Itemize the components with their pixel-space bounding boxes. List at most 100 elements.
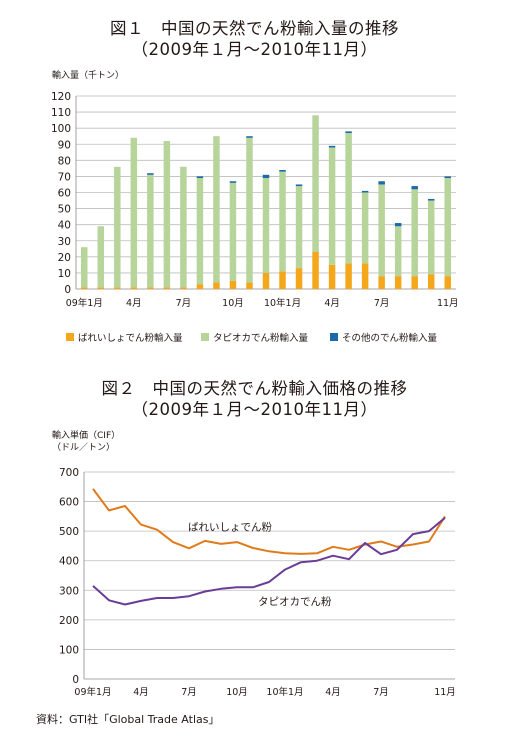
legend-swatch-potato bbox=[66, 333, 74, 341]
chart1-xtick-label: 10月 bbox=[222, 298, 244, 309]
bar-potato bbox=[378, 276, 385, 289]
bar-tapioca bbox=[196, 178, 204, 285]
legend-label-potato: ばれいしょでん粉輸入量 bbox=[78, 333, 183, 344]
chart2-title-line1: 図２ 中国の天然でん粉輸入価格の推移 bbox=[101, 379, 408, 398]
bar-other bbox=[444, 176, 451, 179]
chart1-xtick-label: 09年1月 bbox=[66, 297, 103, 309]
bar-tapioca bbox=[279, 171, 286, 272]
bar-potato bbox=[147, 287, 154, 289]
chart1-ytick-label: 0 bbox=[64, 284, 71, 296]
chart1-title-line1: 図１ 中国の天然でん粉輸入量の推移 bbox=[110, 19, 399, 38]
bar-tapioca bbox=[163, 141, 171, 288]
source-note: 資料：GTI社「Global Trade Atlas」 bbox=[36, 713, 220, 726]
chart2-xtick-label: 09年1月 bbox=[74, 686, 111, 698]
chart1-ytick-label: 50 bbox=[58, 204, 71, 216]
chart1-ytick-label: 80 bbox=[58, 155, 71, 167]
chart2-ytick-label: 0 bbox=[72, 674, 79, 686]
bar-tapioca bbox=[295, 186, 303, 269]
chart1-xtick-label: 11月 bbox=[437, 298, 459, 309]
chart2-ytick-label: 400 bbox=[59, 556, 79, 568]
chart2-ytick-label: 600 bbox=[59, 497, 79, 509]
legend-label-other: その他のでん粉輸入量 bbox=[342, 333, 438, 344]
chart1-xtick-label: 7月 bbox=[374, 298, 390, 309]
bar-tapioca bbox=[97, 226, 105, 288]
bar-other bbox=[394, 223, 402, 227]
bar-tapioca bbox=[180, 166, 187, 288]
chart1-ytick-label: 110 bbox=[51, 107, 71, 119]
bar-potato bbox=[295, 268, 303, 289]
bar-other bbox=[229, 181, 237, 183]
chart1-ytick-label: 100 bbox=[51, 123, 71, 135]
bar-potato bbox=[411, 276, 418, 289]
bar-tapioca bbox=[444, 178, 451, 277]
chart2-xtick-label: 7月 bbox=[181, 687, 197, 698]
chart1-ytick-label: 40 bbox=[58, 220, 71, 232]
line-tapioca bbox=[92, 517, 446, 606]
bar-potato bbox=[394, 276, 402, 289]
bar-potato bbox=[114, 287, 121, 289]
bar-potato bbox=[180, 287, 187, 289]
chart1-ytick-label: 30 bbox=[58, 236, 71, 248]
chart1-ytick-label: 120 bbox=[51, 91, 71, 103]
bar-tapioca bbox=[345, 132, 352, 264]
bar-other bbox=[147, 173, 154, 175]
chart1-xtick-label: 4月 bbox=[324, 298, 340, 309]
chart2-xtick-label: 4月 bbox=[133, 687, 149, 698]
chart2-xtick-label: 4月 bbox=[325, 687, 341, 698]
chart2-ytick-label: 300 bbox=[59, 585, 79, 597]
bar-other bbox=[262, 174, 270, 179]
chart1-ytick-label: 60 bbox=[58, 188, 71, 200]
chart1-xtick-label: 7月 bbox=[176, 298, 192, 309]
chart1-unit-label: 輸入量（千トン） bbox=[52, 71, 125, 81]
chart2-xtick-label: 7月 bbox=[373, 687, 389, 698]
bar-tapioca bbox=[411, 189, 418, 277]
chart2-ytick-label: 700 bbox=[59, 467, 79, 479]
series-label-potato: ばれいしょでん粉 bbox=[188, 521, 272, 534]
line-potato bbox=[92, 488, 446, 555]
bar-potato bbox=[229, 280, 237, 289]
bar-other bbox=[295, 184, 303, 187]
bar-potato bbox=[213, 282, 220, 289]
chart2-xtick-label: 11月 bbox=[434, 687, 456, 698]
chart2-ytick-label: 100 bbox=[59, 644, 79, 656]
bar-other bbox=[246, 136, 253, 138]
bar-potato bbox=[81, 287, 88, 289]
bar-tapioca bbox=[81, 247, 88, 288]
chart1-title: 図１ 中国の天然でん粉輸入量の推移 （2009年１月～2010年11月） bbox=[0, 18, 509, 60]
bar-potato bbox=[427, 274, 435, 289]
bar-tapioca bbox=[246, 137, 253, 283]
bar-other bbox=[361, 190, 369, 193]
chart2-unit-line2: （ドル／トン） bbox=[52, 443, 116, 453]
bar-other bbox=[345, 131, 352, 133]
bar-potato bbox=[328, 264, 336, 289]
chart1-title-line2: （2009年１月～2010年11月） bbox=[131, 40, 378, 59]
chart2-unit-label: 輸入単価（CIF） （ドル／トン） bbox=[52, 430, 120, 454]
chart1-ytick-label: 70 bbox=[58, 171, 71, 183]
bar-potato bbox=[163, 287, 171, 289]
chart2-xtick-label: 10年1月 bbox=[266, 686, 303, 698]
legend-label-tapioca: タピオカでん粉輸入量 bbox=[213, 333, 309, 344]
bar-potato bbox=[361, 263, 369, 289]
chart2-ytick-label: 200 bbox=[59, 615, 79, 627]
bar-other bbox=[427, 198, 435, 201]
bar-potato bbox=[246, 282, 253, 289]
chart2-title: 図２ 中国の天然でん粉輸入価格の推移 （2009年１月～2010年11月） bbox=[0, 378, 509, 420]
bar-tapioca bbox=[361, 192, 369, 264]
bar-other bbox=[279, 169, 286, 172]
chart1-xtick-label: 10年1月 bbox=[264, 297, 301, 309]
bar-tapioca bbox=[130, 137, 138, 288]
chart1-ytick-label: 10 bbox=[58, 268, 71, 280]
bar-other bbox=[328, 145, 336, 148]
bar-potato bbox=[196, 284, 204, 289]
bar-other bbox=[378, 181, 385, 185]
legend-swatch-other bbox=[330, 333, 338, 341]
chart1-legend-item-tapioca: タピオカでん粉輸入量 bbox=[201, 330, 308, 344]
bar-tapioca bbox=[114, 166, 121, 288]
chart2-xtick-label: 10月 bbox=[226, 687, 248, 698]
bar-other bbox=[196, 176, 204, 179]
bar-potato bbox=[345, 263, 352, 289]
series-label-tapioca: タピオカでん粉 bbox=[258, 595, 332, 608]
chart1-legend-item-potato: ばれいしょでん粉輸入量 bbox=[66, 330, 183, 344]
bar-tapioca bbox=[262, 178, 270, 273]
